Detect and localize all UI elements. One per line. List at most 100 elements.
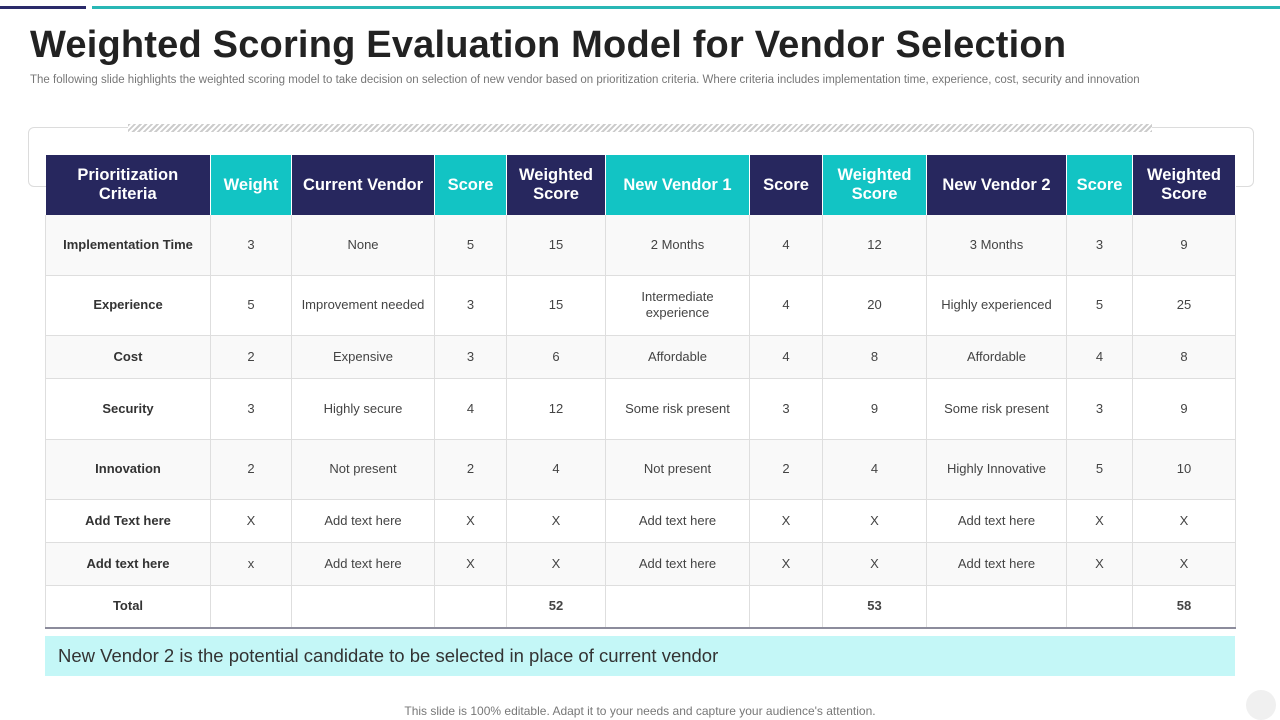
table-cell: Add text here — [605, 542, 750, 586]
table-cell: Implementation Time — [45, 215, 211, 276]
total-current-vendor: 52 — [506, 585, 606, 629]
slide-subtitle: The following slide highlights the weigh… — [30, 74, 1140, 86]
table-cell: 2 — [210, 335, 292, 379]
table-cell: 4 — [1066, 335, 1133, 379]
table-cell: 25 — [1132, 275, 1236, 336]
table-cell: 3 — [210, 215, 292, 276]
table-cell: Security — [45, 378, 211, 440]
table-cell: 2 — [210, 439, 292, 500]
table-cell: 5 — [434, 215, 507, 276]
table-row: Add Text here X Add text here X X Add te… — [45, 499, 1236, 543]
table-cell: X — [1066, 499, 1133, 543]
conclusion-callout: New Vendor 2 is the potential candidate … — [45, 636, 1235, 676]
table-cell: Add text here — [926, 542, 1067, 586]
table-cell: 2 Months — [605, 215, 750, 276]
table-cell: 2 — [434, 439, 507, 500]
table-cell: 3 Months — [926, 215, 1067, 276]
header-new-vendor-1-weighted-score: Weighted Score — [822, 155, 927, 215]
table-cell: Add Text here — [45, 499, 211, 543]
table-cell: Intermediate experience — [605, 275, 750, 336]
table-cell: 3 — [1066, 378, 1133, 440]
table-row: Add text here x Add text here X X Add te… — [45, 542, 1236, 586]
table-cell: 5 — [1066, 275, 1133, 336]
table-cell — [926, 585, 1067, 629]
table-cell: 8 — [1132, 335, 1236, 379]
table-cell: Add text here — [45, 542, 211, 586]
table-cell: X — [210, 499, 292, 543]
table-cell: Highly Innovative — [926, 439, 1067, 500]
header-current-vendor-score: Score — [434, 155, 507, 215]
table-cell: Highly secure — [291, 378, 435, 440]
table-row: Security 3 Highly secure 4 12 Some risk … — [45, 378, 1236, 440]
table-cell: 15 — [506, 275, 606, 336]
table-cell — [749, 585, 823, 629]
corner-decoration — [1246, 690, 1276, 720]
table-cell: X — [822, 499, 927, 543]
header-weight: Weight — [210, 155, 292, 215]
table-cell: 15 — [506, 215, 606, 276]
table-cell: Cost — [45, 335, 211, 379]
table-cell: 4 — [506, 439, 606, 500]
table-cell: 4 — [749, 215, 823, 276]
table-cell: Not present — [605, 439, 750, 500]
table-cell: X — [1132, 542, 1236, 586]
table-cell: Add text here — [605, 499, 750, 543]
table-cell — [1066, 585, 1133, 629]
table-cell — [434, 585, 507, 629]
total-new-vendor-1: 53 — [822, 585, 927, 629]
table-cell: 3 — [749, 378, 823, 440]
top-accent-bar-dark — [0, 6, 86, 9]
vendor-scoring-table: Prioritization Criteria Weight Current V… — [45, 155, 1236, 629]
table-cell: X — [506, 499, 606, 543]
footer-note: This slide is 100% editable. Adapt it to… — [404, 704, 876, 718]
table-cell: X — [434, 542, 507, 586]
table-cell: Affordable — [605, 335, 750, 379]
table-cell: Not present — [291, 439, 435, 500]
table-cell: 9 — [1132, 378, 1236, 440]
table-cell: 20 — [822, 275, 927, 336]
table-row: Innovation 2 Not present 2 4 Not present… — [45, 439, 1236, 500]
total-new-vendor-2: 58 — [1132, 585, 1236, 629]
table-cell: 3 — [1066, 215, 1133, 276]
table-cell: 4 — [749, 335, 823, 379]
table-header-row: Prioritization Criteria Weight Current V… — [45, 155, 1236, 215]
header-new-vendor-2: New Vendor 2 — [926, 155, 1067, 215]
total-label: Total — [45, 585, 211, 629]
table-cell: X — [1066, 542, 1133, 586]
table-cell: 5 — [210, 275, 292, 336]
header-new-vendor-2-score: Score — [1066, 155, 1133, 215]
table-row: Experience 5 Improvement needed 3 15 Int… — [45, 275, 1236, 336]
table-cell: 12 — [506, 378, 606, 440]
top-accent-bar-teal — [92, 6, 1280, 9]
table-cell: 8 — [822, 335, 927, 379]
table-cell: Innovation — [45, 439, 211, 500]
table-cell: Some risk present — [605, 378, 750, 440]
header-current-vendor: Current Vendor — [291, 155, 435, 215]
table-cell — [291, 585, 435, 629]
table-cell: 4 — [822, 439, 927, 500]
table-cell: 5 — [1066, 439, 1133, 500]
slide-title: Weighted Scoring Evaluation Model for Ve… — [30, 24, 1067, 66]
table-cell: Add text here — [291, 542, 435, 586]
table-cell: 12 — [822, 215, 927, 276]
table-cell: 3 — [210, 378, 292, 440]
table-cell: 2 — [749, 439, 823, 500]
table-cell: X — [1132, 499, 1236, 543]
table-cell — [210, 585, 292, 629]
header-new-vendor-2-weighted-score: Weighted Score — [1132, 155, 1236, 215]
table-cell: 9 — [1132, 215, 1236, 276]
table-cell: X — [749, 499, 823, 543]
header-prioritization-criteria: Prioritization Criteria — [45, 155, 211, 215]
table-cell: 10 — [1132, 439, 1236, 500]
table-row: Cost 2 Expensive 3 6 Affordable 4 8 Affo… — [45, 335, 1236, 379]
decorative-hatch-strip — [128, 124, 1152, 132]
table-row: Implementation Time 3 None 5 15 2 Months… — [45, 215, 1236, 276]
table-cell: X — [434, 499, 507, 543]
table-cell: 3 — [434, 335, 507, 379]
table-cell: Expensive — [291, 335, 435, 379]
table-cell: Some risk present — [926, 378, 1067, 440]
header-new-vendor-1-score: Score — [749, 155, 823, 215]
table-cell: X — [749, 542, 823, 586]
table-cell: Affordable — [926, 335, 1067, 379]
table-cell: 4 — [434, 378, 507, 440]
